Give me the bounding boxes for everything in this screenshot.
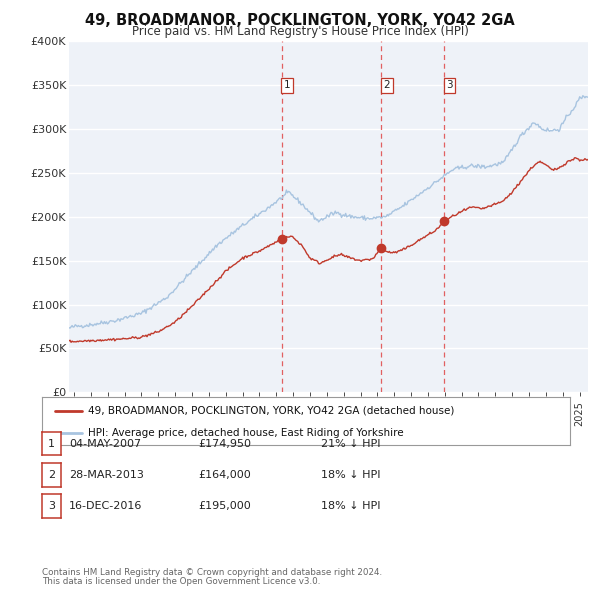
Text: HPI: Average price, detached house, East Riding of Yorkshire: HPI: Average price, detached house, East… bbox=[88, 428, 404, 438]
Text: 3: 3 bbox=[446, 80, 453, 90]
Text: This data is licensed under the Open Government Licence v3.0.: This data is licensed under the Open Gov… bbox=[42, 578, 320, 586]
Text: Contains HM Land Registry data © Crown copyright and database right 2024.: Contains HM Land Registry data © Crown c… bbox=[42, 568, 382, 577]
Text: 18% ↓ HPI: 18% ↓ HPI bbox=[321, 470, 380, 480]
Text: 2: 2 bbox=[48, 470, 55, 480]
Text: 1: 1 bbox=[284, 80, 290, 90]
Text: 16-DEC-2016: 16-DEC-2016 bbox=[69, 502, 142, 511]
Text: 3: 3 bbox=[48, 502, 55, 511]
Text: £174,950: £174,950 bbox=[198, 439, 251, 448]
Text: 18% ↓ HPI: 18% ↓ HPI bbox=[321, 502, 380, 511]
Text: Price paid vs. HM Land Registry's House Price Index (HPI): Price paid vs. HM Land Registry's House … bbox=[131, 25, 469, 38]
Text: 28-MAR-2013: 28-MAR-2013 bbox=[69, 470, 144, 480]
Text: 04-MAY-2007: 04-MAY-2007 bbox=[69, 439, 141, 448]
Text: 2: 2 bbox=[383, 80, 390, 90]
Text: £164,000: £164,000 bbox=[198, 470, 251, 480]
Text: 49, BROADMANOR, POCKLINGTON, YORK, YO42 2GA (detached house): 49, BROADMANOR, POCKLINGTON, YORK, YO42 … bbox=[88, 405, 455, 415]
Text: 1: 1 bbox=[48, 439, 55, 448]
Text: £195,000: £195,000 bbox=[198, 502, 251, 511]
Text: 49, BROADMANOR, POCKLINGTON, YORK, YO42 2GA: 49, BROADMANOR, POCKLINGTON, YORK, YO42 … bbox=[85, 13, 515, 28]
Text: 21% ↓ HPI: 21% ↓ HPI bbox=[321, 439, 380, 448]
